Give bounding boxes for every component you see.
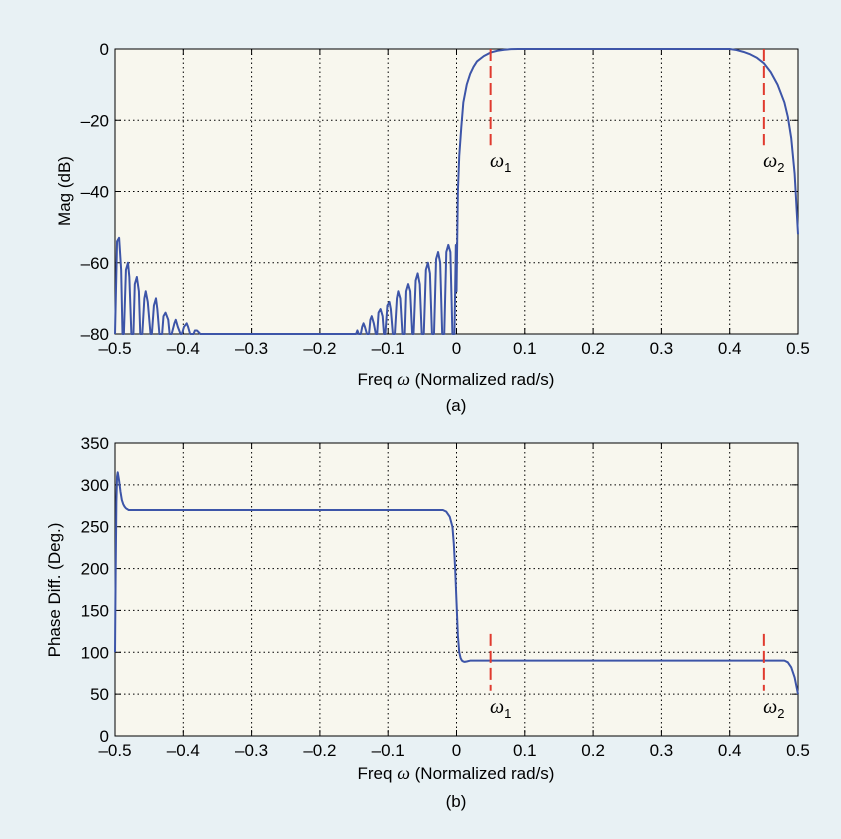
- magnitude-band-edge-label: ω1: [490, 150, 511, 175]
- magnitude-x-label-symbol: ω: [397, 369, 410, 389]
- magnitude-x-tick-label: –0.3: [235, 339, 268, 358]
- phase-y-tick-label: 0: [100, 727, 109, 746]
- phase-y-tick-label: 250: [81, 518, 109, 537]
- magnitude-x-tick-label: 0.5: [786, 339, 810, 358]
- phase-x-tick-label: –0.2: [303, 741, 336, 760]
- magnitude-ticks: –0.5 –0.4 –0.3 –0.2 –0.1 0 0.1 0.2 0.3 0.4 0.5 0 –20…: [81, 40, 810, 358]
- phase-x-label-text: Freq: [358, 764, 398, 783]
- magnitude-x-tick-label: 0: [452, 339, 461, 358]
- phase-response-line: [114, 471, 799, 695]
- phase-x-tick-label: –0.5: [98, 741, 131, 760]
- magnitude-markers: ω1 ω2: [489, 49, 785, 175]
- magnitude-panel: –0.5 –0.4 –0.3 –0.2 –0.1 0 0.1 0.2 0.3 0.4 0.5 0 –20…: [55, 40, 810, 415]
- magnitude-x-tick-label: –0.5: [98, 339, 131, 358]
- magnitude-x-label-unit: (Normalized rad/s): [410, 370, 555, 389]
- magnitude-x-tick-label: 0.1: [513, 339, 537, 358]
- phase-x-tick-label: 0.5: [786, 741, 810, 760]
- magnitude-x-tick-label: –0.2: [303, 339, 336, 358]
- magnitude-y-tick-label: –80: [81, 325, 109, 344]
- magnitude-caption: (a): [446, 396, 467, 415]
- phase-y-tick-label: 50: [90, 685, 109, 704]
- magnitude-y-axis-label: Mag (dB): [55, 156, 74, 226]
- phase-y-tick-label: 350: [81, 434, 109, 453]
- magnitude-x-axis-label: Freq ω (Normalized rad/s): [358, 369, 555, 389]
- phase-y-tick-label: 150: [81, 601, 109, 620]
- magnitude-y-tick-label: 0: [100, 40, 109, 59]
- magnitude-x-tick-label: 0.4: [718, 339, 742, 358]
- phase-x-tick-label: 0: [452, 741, 461, 760]
- phase-series: [114, 471, 799, 695]
- phase-x-tick-label: 0.3: [650, 741, 674, 760]
- phase-x-tick-label: –0.3: [235, 741, 268, 760]
- magnitude-x-label-text: Freq: [358, 370, 398, 389]
- magnitude-x-tick-label: 0.3: [650, 339, 674, 358]
- phase-caption: (b): [446, 792, 467, 811]
- phase-band-edge-label: ω2: [763, 696, 784, 721]
- phase-x-tick-label: 0.4: [718, 741, 742, 760]
- magnitude-series: [114, 48, 799, 335]
- magnitude-x-tick-label: –0.1: [372, 339, 405, 358]
- magnitude-x-tick-label: –0.4: [167, 339, 200, 358]
- phase-x-tick-label: –0.1: [372, 741, 405, 760]
- magnitude-y-tick-label: –60: [81, 254, 109, 273]
- phase-y-axis-label: Phase Diff. (Deg.): [45, 523, 64, 658]
- phase-y-tick-label: 200: [81, 560, 109, 579]
- phase-markers: ω1 ω2: [489, 633, 785, 721]
- magnitude-x-tick-label: 0.2: [581, 339, 605, 358]
- magnitude-response-line: [114, 48, 799, 335]
- phase-band-edge-label: ω1: [490, 696, 511, 721]
- phase-y-tick-label: 100: [81, 643, 109, 662]
- phase-x-tick-label: 0.1: [513, 741, 537, 760]
- phase-x-axis-label: Freq ω (Normalized rad/s): [358, 763, 555, 783]
- phase-ticks: –0.5 –0.4 –0.3 –0.2 –0.1 0 0.1 0.2 0.3 0.4 0.5 0 50 1…: [81, 434, 810, 760]
- phase-panel: –0.5 –0.4 –0.3 –0.2 –0.1 0 0.1 0.2 0.3 0.4 0.5 0 50 1…: [45, 434, 810, 811]
- phase-x-label-symbol: ω: [397, 763, 410, 783]
- phase-x-label-unit: (Normalized rad/s): [410, 764, 555, 783]
- magnitude-y-tick-label: –20: [81, 111, 109, 130]
- magnitude-band-edge-label: ω2: [763, 150, 784, 175]
- phase-grid: [115, 443, 798, 736]
- magnitude-grid: [115, 49, 798, 334]
- phase-x-tick-label: 0.2: [581, 741, 605, 760]
- phase-x-tick-label: –0.4: [167, 741, 200, 760]
- phase-y-tick-label: 300: [81, 476, 109, 495]
- magnitude-y-tick-label: –40: [81, 183, 109, 202]
